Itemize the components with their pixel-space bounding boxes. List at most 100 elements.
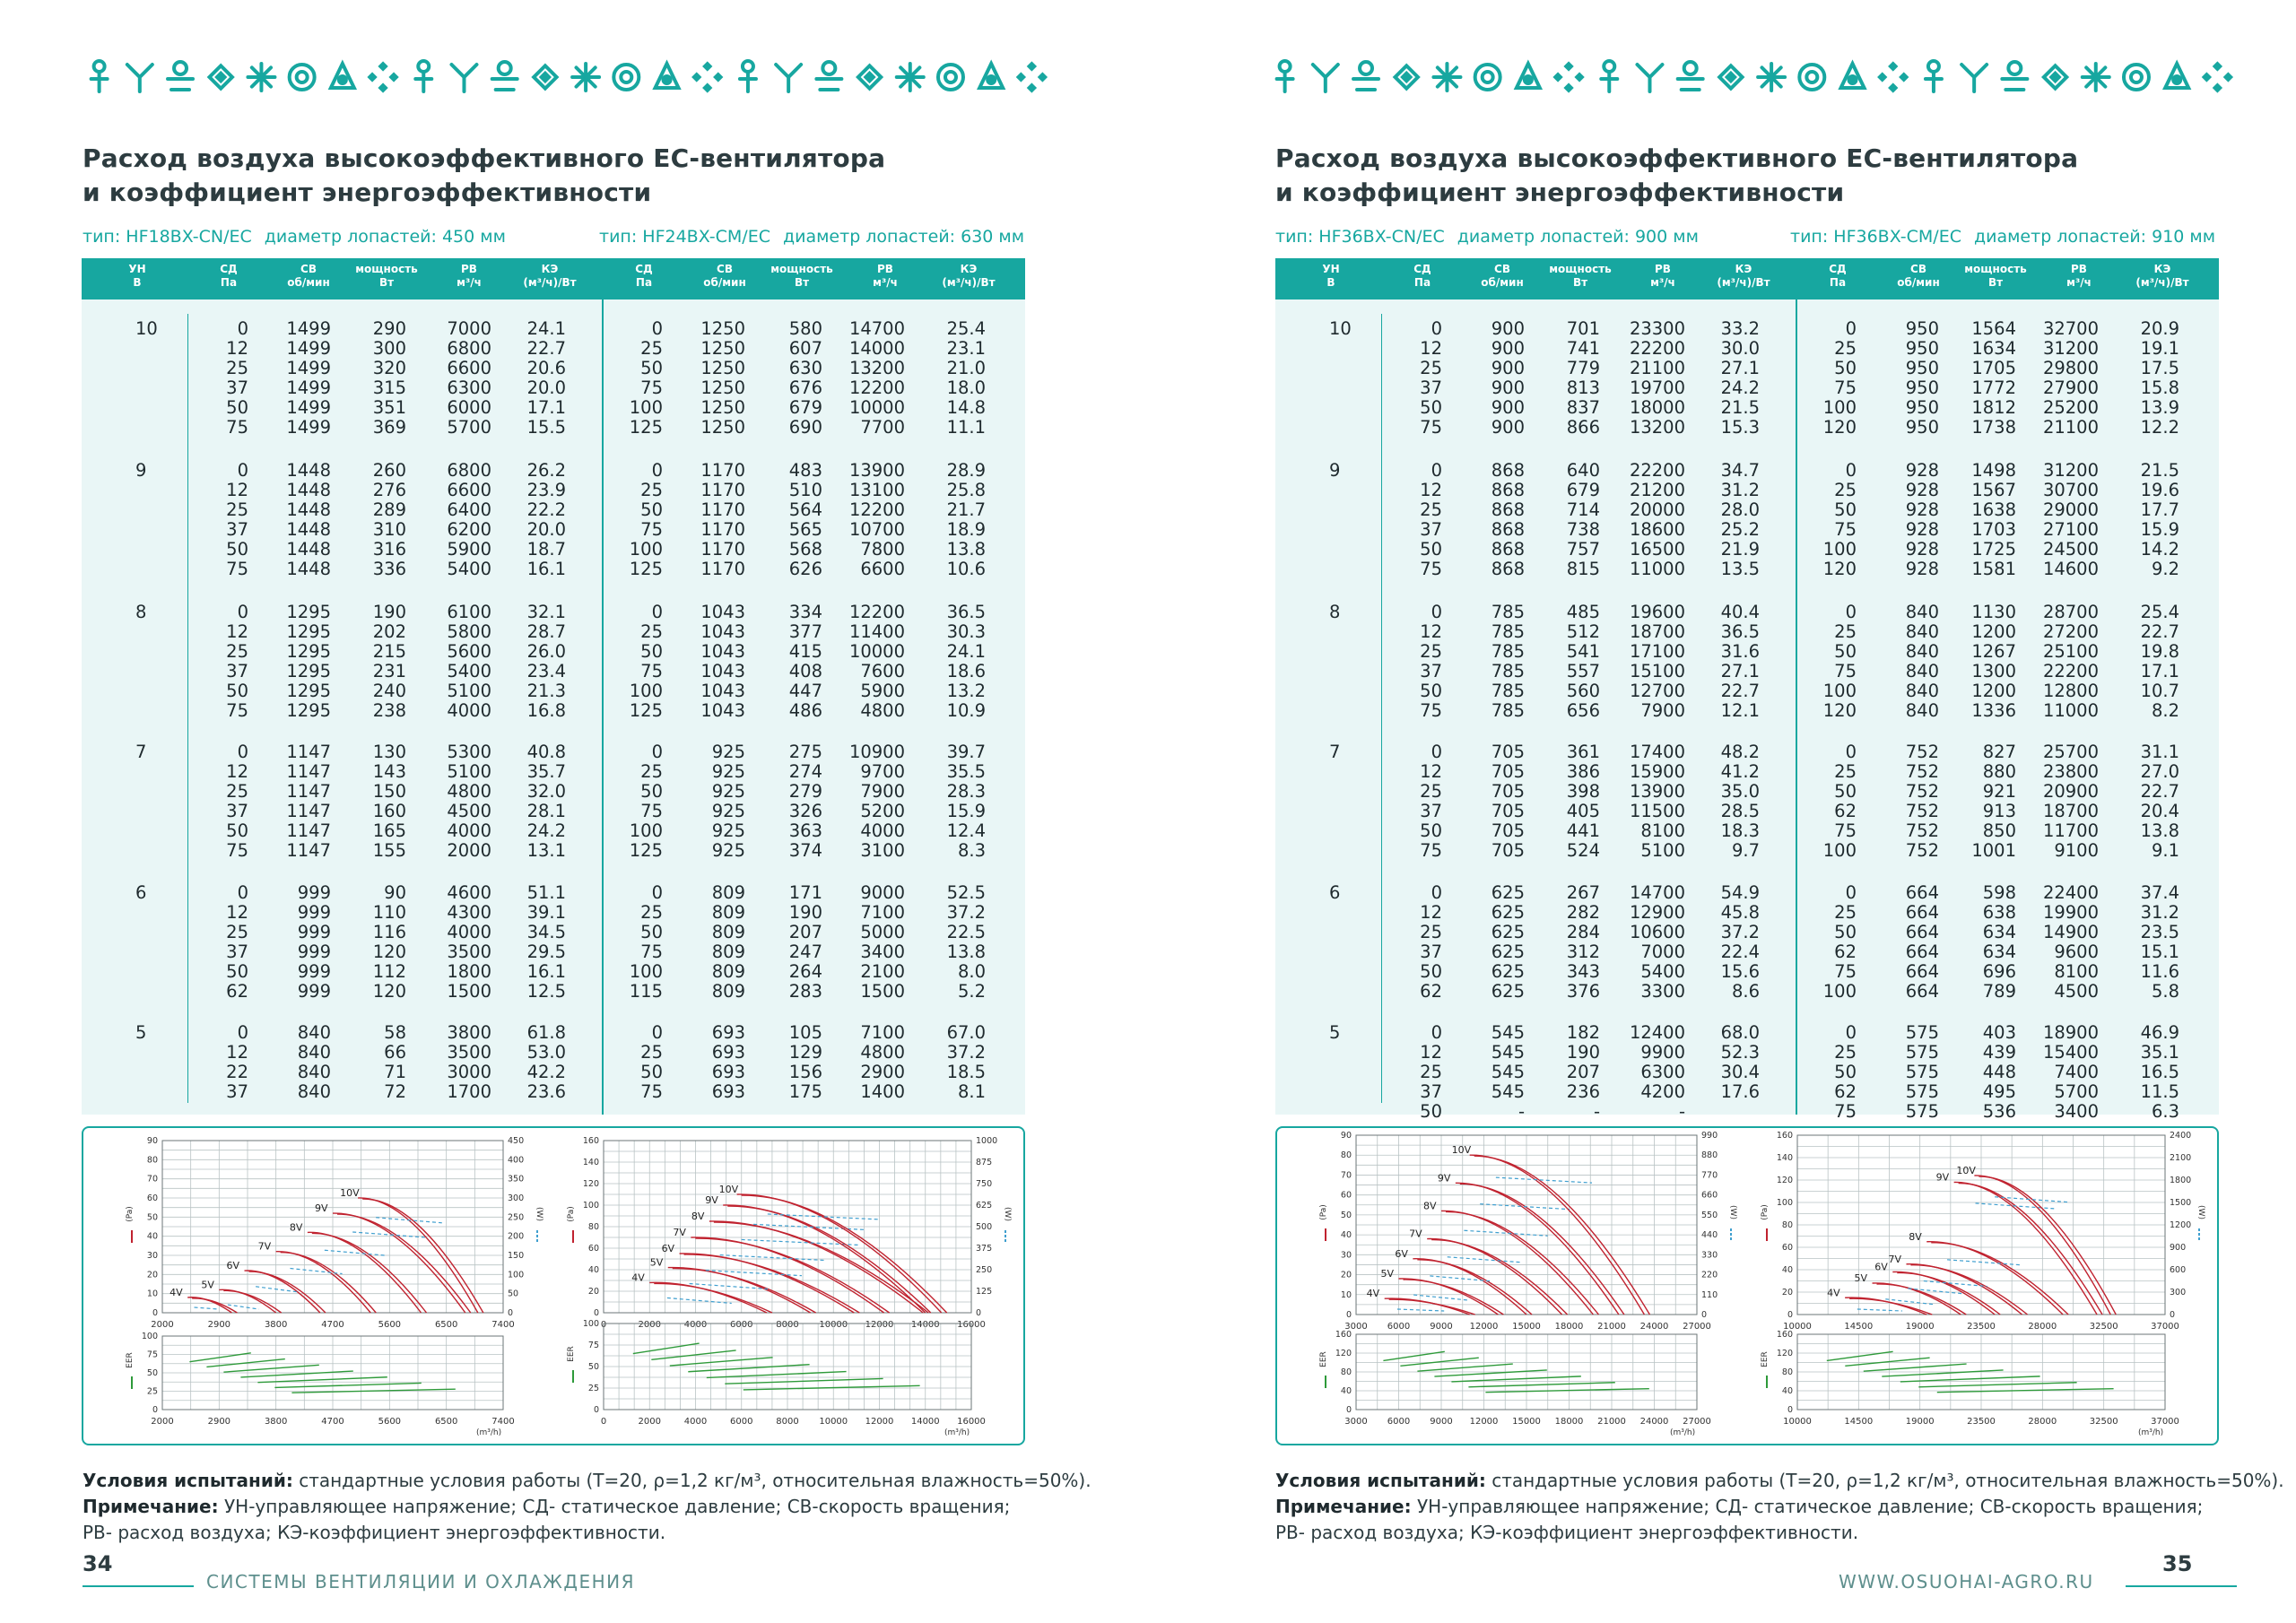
plot-frame	[161, 1140, 504, 1314]
table-cell: 1800	[447, 961, 491, 982]
x-tick-label: 15000	[1512, 1322, 1541, 1332]
table-cell: 950	[1905, 378, 1939, 398]
table-cell: 0	[237, 318, 248, 339]
table-cell: 32.0	[526, 781, 566, 802]
pressure-curve	[667, 1266, 811, 1314]
table-cell: 75	[226, 700, 248, 721]
header-line: КЭ	[2153, 263, 2171, 275]
pressure-curve	[1398, 1278, 1499, 1315]
table-cell: 19.6	[2140, 480, 2179, 500]
x-tick-label: 24000	[1640, 1322, 1669, 1332]
table-cell: 868	[1491, 499, 1525, 520]
table-cell: 25	[226, 922, 248, 942]
table-cell: 1295	[286, 661, 331, 681]
table-cell: 50	[1420, 1101, 1442, 1122]
table-cell: 21200	[1629, 480, 1685, 500]
y-tick-label: 10	[1341, 1290, 1352, 1300]
eer-line	[1451, 1376, 1581, 1383]
table-cell: 21.0	[946, 358, 986, 378]
table-cell: 50	[1834, 358, 1857, 378]
table-cell: 2000	[447, 840, 491, 861]
plot-frame	[1355, 1333, 1698, 1410]
y-tick-label: 30	[1341, 1250, 1352, 1260]
power-curve	[1430, 1275, 1493, 1282]
table-cell: 52.3	[1720, 1042, 1760, 1063]
table-cell: 62	[1834, 1081, 1857, 1102]
table-cell: 809	[711, 942, 745, 962]
table-cell: 18.9	[946, 519, 986, 540]
table-cell: 320	[372, 358, 406, 378]
table-cell: 27.1	[1720, 661, 1760, 681]
table-cell: 5700	[2054, 1081, 2099, 1102]
power-curve	[705, 1270, 802, 1277]
table-cell: 6600	[447, 480, 491, 500]
table-cell: 640	[1566, 460, 1600, 481]
table-cell: 50	[1834, 922, 1857, 942]
table-cell: 100	[629, 820, 663, 841]
table-cell: 15.9	[2140, 519, 2179, 540]
series-label: 5V	[650, 1257, 664, 1269]
table-cell: 5100	[447, 681, 491, 701]
table-cell: 11.6	[2140, 961, 2179, 982]
chart: 0200040006000800010000120001400016000020…	[567, 1136, 1012, 1330]
table-cell: 679	[1566, 480, 1600, 500]
table-cell: 115	[629, 981, 663, 1002]
y-tick-label: 20	[588, 1287, 599, 1297]
table-cell: 705	[1491, 840, 1525, 861]
table-header: УН В СД Па СВ об/мин мощность Вт РВ м³/ч КЭ (м³/ч)/…	[82, 258, 1025, 299]
table-cell: 190	[788, 902, 822, 923]
table-cell: 100	[1822, 840, 1857, 861]
table-cell: 25	[640, 480, 663, 500]
table-cell: 840	[1905, 681, 1939, 701]
y2-tick-label: 200	[508, 1232, 524, 1242]
performance-table: УН В СД Па СВ об/мин мощность Вт РВ м³/ч КЭ (м³/ч)/…	[1275, 258, 2219, 1122]
table-cell: 1499	[286, 318, 331, 339]
column-divider	[1796, 258, 1797, 1115]
y-tick-label: 80	[1782, 1220, 1793, 1230]
table-cell: 1043	[700, 602, 745, 622]
header-col: РВ м³/ч	[1650, 263, 1675, 290]
table-cell: 0	[237, 460, 248, 481]
table-cell: 15.3	[1720, 417, 1760, 438]
series-label: 4V	[170, 1287, 183, 1298]
table-cell: 1725	[1971, 539, 2016, 560]
table-cell: 4200	[1640, 1081, 1685, 1102]
table-cell: 35.0	[1720, 781, 1760, 802]
table-cell: 928	[1905, 559, 1939, 579]
table-cell: 25.4	[2140, 602, 2179, 622]
table-cell: 18.3	[1720, 820, 1760, 841]
table-cell: 260	[372, 460, 406, 481]
table-cell: 23300	[1629, 318, 1685, 339]
x-tick-label: 10000	[1783, 1417, 1812, 1427]
table-cell: 0	[651, 1022, 663, 1043]
table-cell: 155	[372, 840, 406, 861]
header-un: УН В	[1322, 263, 1339, 290]
table-cell: 62	[1834, 942, 1857, 962]
table-cell: 11.5	[2140, 1081, 2179, 1102]
y-tick-label: 120	[1777, 1176, 1793, 1185]
table-cell: 565	[788, 519, 822, 540]
pressure-curve	[219, 1289, 277, 1314]
header-line: УН	[1322, 263, 1340, 275]
table-cell: 21100	[1629, 358, 1685, 378]
y2-tick-label: 1200	[2170, 1220, 2191, 1230]
table-cell: 202	[372, 621, 406, 642]
table-cell: 840	[1905, 641, 1939, 662]
chart: 2000 2900 3800 4700 5600 6500 7400 0 25 50 75 100 EE…	[126, 1332, 515, 1437]
power-curve	[1908, 1288, 1965, 1295]
table-cell: 4000	[447, 700, 491, 721]
y2-tick-label: 250	[508, 1212, 524, 1222]
table-cell: 913	[1982, 801, 2016, 821]
table-cell: 3000	[447, 1062, 491, 1082]
x-tick-label: 19000	[1906, 1417, 1935, 1427]
x-tick-label: 19000	[1906, 1322, 1935, 1332]
table-cell: 752	[1905, 820, 1939, 841]
table-cell: 21.7	[946, 499, 986, 520]
eer-line	[743, 1384, 920, 1391]
y-tick-label: 80	[147, 1155, 158, 1165]
table-cell: 15900	[1629, 761, 1685, 782]
table-cell: 15.5	[526, 417, 566, 438]
table-cell: 1170	[700, 460, 745, 481]
voltage-cell: 7	[135, 742, 147, 762]
power-curve	[666, 1297, 732, 1305]
